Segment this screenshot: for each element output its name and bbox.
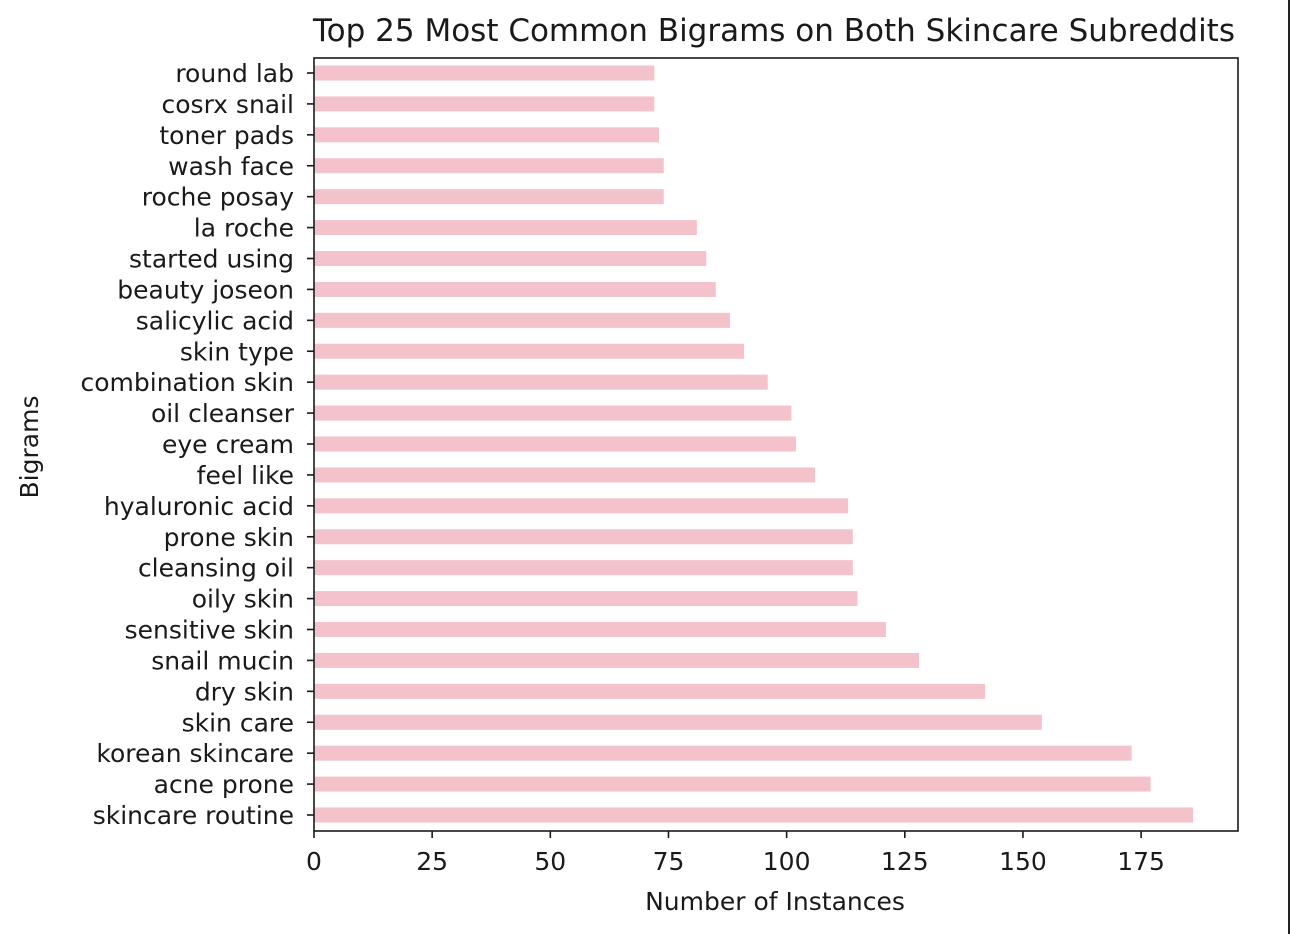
y-tick-label: combination skin	[80, 368, 294, 397]
x-tick-label: 25	[416, 847, 448, 876]
x-tick-label: 125	[881, 847, 929, 876]
bar-snail-mucin	[314, 652, 919, 668]
bar-eye-cream	[314, 436, 797, 452]
bar-korean-skincare	[314, 745, 1132, 761]
bar-cleansing-oil	[314, 560, 853, 576]
y-tick-label: started using	[129, 245, 294, 274]
chart-title: Top 25 Most Common Bigrams on Both Skinc…	[312, 13, 1235, 49]
x-tick-label: 175	[1117, 847, 1165, 876]
bar-skin-care	[314, 714, 1042, 730]
y-tick-label: feel like	[197, 461, 294, 490]
y-tick-label: toner pads	[159, 121, 294, 150]
bar-prone-skin	[314, 529, 853, 545]
y-tick-label: sensitive skin	[125, 616, 294, 645]
y-tick-label: cleansing oil	[138, 554, 294, 583]
x-tick-label: 50	[534, 847, 566, 876]
y-tick-label: roche posay	[142, 183, 294, 212]
bar-skin-type	[314, 343, 745, 359]
x-tick-label: 150	[999, 847, 1047, 876]
bar-round-lab	[314, 65, 655, 81]
bar-sensitive-skin	[314, 622, 886, 637]
y-tick-label: oily skin	[192, 585, 294, 614]
y-tick-label: acne prone	[154, 770, 294, 799]
x-tick-label: 75	[653, 847, 685, 876]
y-tick-label: salicylic acid	[136, 306, 294, 335]
y-tick-label: snail mucin	[151, 646, 294, 675]
bar-combination-skin	[314, 374, 768, 390]
y-tick-label: skin care	[182, 708, 294, 737]
bar-dry-skin	[314, 683, 986, 699]
y-tick-label: oil cleanser	[151, 399, 295, 428]
bar-roche-posay	[314, 189, 664, 205]
x-tick-label: 100	[763, 847, 811, 876]
y-tick-label: wash face	[168, 152, 294, 181]
y-axis-label: Bigrams	[15, 396, 44, 499]
bar-feel-like	[314, 467, 815, 483]
bar-oily-skin	[314, 591, 858, 607]
y-tick-label: hyaluronic acid	[104, 492, 294, 521]
bar-hyaluronic-acid	[314, 498, 849, 514]
bar-toner-pads	[314, 127, 660, 143]
bar-started-using	[314, 251, 707, 266]
y-tick-label: la roche	[194, 214, 294, 243]
y-tick-label: skincare routine	[93, 801, 294, 830]
bar-cosrx-snail	[314, 96, 655, 112]
bar-salicylic-acid	[314, 312, 730, 328]
bar-skincare-routine	[314, 807, 1194, 823]
bar-la-roche	[314, 220, 697, 236]
bar-acne-prone	[314, 776, 1151, 792]
y-tick-label: dry skin	[195, 677, 294, 706]
y-tick-label: beauty joseon	[117, 275, 294, 304]
y-tick-label: eye cream	[162, 430, 294, 459]
window-edge	[1288, 0, 1290, 934]
y-tick-label: cosrx snail	[162, 90, 295, 119]
x-axis-ticks: 0 25 50 75 100 125 150 175	[306, 831, 1165, 876]
y-tick-label: korean skincare	[96, 739, 294, 768]
bar-wash-face	[314, 158, 664, 174]
y-tick-label: round lab	[175, 59, 294, 88]
y-tick-label: skin type	[180, 337, 294, 366]
x-tick-label: 0	[306, 847, 322, 876]
y-tick-label: prone skin	[164, 523, 294, 552]
x-axis-label: Number of Instances	[645, 887, 905, 916]
bar-beauty-joseon	[314, 281, 716, 297]
bar-oil-cleanser	[314, 405, 792, 421]
bars-layer	[314, 65, 1194, 823]
